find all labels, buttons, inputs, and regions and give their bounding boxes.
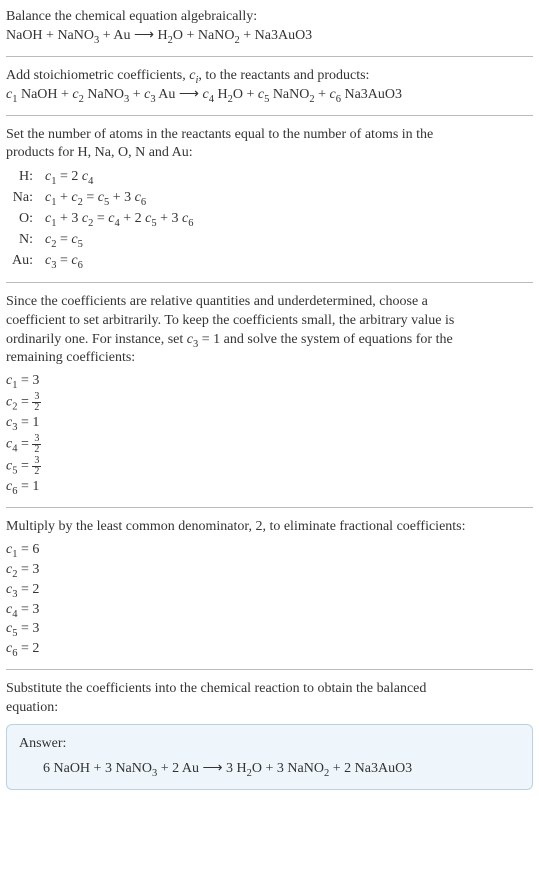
reaction-text: + Au ⟶ H [99, 28, 167, 43]
text: + 2 Na3AuO3 [329, 761, 412, 776]
coef-c6: c6 = 1 [6, 478, 533, 497]
coef-c5: c5 = 32 [6, 456, 533, 477]
text: NaNO [84, 87, 124, 102]
atom-row-au: Au: c3 = c6 [6, 251, 199, 272]
reaction-text: O + NaNO [173, 28, 235, 43]
answer-title: Answer: [19, 735, 520, 754]
coef-c5: c5 = 3 [6, 620, 533, 639]
atom-label: O: [6, 209, 39, 230]
divider [6, 669, 533, 670]
text: ordinarily one. For instance, set c3 = 1… [6, 331, 533, 350]
multiply-section: Multiply by the least common denominator… [6, 518, 533, 659]
atom-label: Au: [6, 251, 39, 272]
coef-c1: c1 = 6 [6, 541, 533, 560]
atom-eq: c1 = 2 c4 [39, 167, 199, 188]
atoms-section: Set the number of atoms in the reactants… [6, 126, 533, 272]
text: Add stoichiometric coefficients, [6, 68, 189, 83]
text: Au ⟶ [156, 87, 203, 102]
coef-c4: c4 = 32 [6, 434, 533, 455]
text: O + 3 NaNO [252, 761, 324, 776]
text: NaNO [269, 87, 309, 102]
text: 6 NaOH + 3 NaNO [43, 761, 152, 776]
divider [6, 115, 533, 116]
text: + [129, 87, 144, 102]
text: Since the coefficients are relative quan… [6, 293, 533, 312]
atoms-table: H: c1 = 2 c4 Na: c1 + c2 = c5 + 3 c6 O: … [6, 167, 199, 271]
answer-box: Answer: 6 NaOH + 3 NaNO3 + 2 Au ⟶ 3 H2O … [6, 724, 533, 790]
atom-label: N: [6, 230, 39, 251]
divider [6, 507, 533, 508]
intro-section: Balance the chemical equation algebraica… [6, 8, 533, 46]
coef-c6: c6 = 2 [6, 640, 533, 659]
answer-equation: 6 NaOH + 3 NaNO3 + 2 Au ⟶ 3 H2O + 3 NaNO… [19, 760, 520, 779]
coef-c3: c3 = 1 [6, 414, 533, 433]
text: and solve the system of equations for th… [220, 332, 453, 347]
text: + [315, 87, 330, 102]
text: equation: [6, 699, 533, 718]
text: H [214, 87, 228, 102]
text: Multiply by the least common denominator… [6, 518, 533, 537]
subst-section: Substitute the coefficients into the che… [6, 680, 533, 790]
text: Substitute the coefficients into the che… [6, 680, 533, 699]
coef-list: c1 = 6 c2 = 3 c3 = 2 c4 = 3 c5 = 3 c6 = … [6, 541, 533, 659]
text: Na3AuO3 [341, 87, 402, 102]
text: coefficient to set arbitrarily. To keep … [6, 312, 533, 331]
atom-label: Na: [6, 188, 39, 209]
reaction-text: + Na3AuO3 [240, 28, 312, 43]
text: , to the reactants and products: [198, 68, 369, 83]
reaction-text: NaOH + NaNO [6, 28, 94, 43]
stoich-section: Add stoichiometric coefficients, ci, to … [6, 67, 533, 105]
atom-eq: c1 + 3 c2 = c4 + 2 c5 + 3 c6 [39, 209, 199, 230]
atoms-intro2: products for H, Na, O, N and Au: [6, 144, 533, 163]
relative-section: Since the coefficients are relative quan… [6, 293, 533, 497]
atom-row-h: H: c1 = 2 c4 [6, 167, 199, 188]
atom-eq: c1 + c2 = c5 + 3 c6 [39, 188, 199, 209]
intro-reaction: NaOH + NaNO3 + Au ⟶ H2O + NaNO2 + Na3AuO… [6, 27, 533, 46]
coef-c4: c4 = 3 [6, 601, 533, 620]
coef-c2: c2 = 3 [6, 561, 533, 580]
atom-label: H: [6, 167, 39, 188]
text: NaOH + [17, 87, 72, 102]
divider [6, 56, 533, 57]
stoich-intro: Add stoichiometric coefficients, ci, to … [6, 67, 533, 86]
atom-row-na: Na: c1 + c2 = c5 + 3 c6 [6, 188, 199, 209]
atom-row-n: N: c2 = c5 [6, 230, 199, 251]
atoms-intro1: Set the number of atoms in the reactants… [6, 126, 533, 145]
text: remaining coefficients: [6, 349, 533, 368]
divider [6, 282, 533, 283]
text: ordinarily one. For instance, set [6, 332, 187, 347]
atom-eq: c2 = c5 [39, 230, 199, 251]
stoich-equation: c1 NaOH + c2 NaNO3 + c3 Au ⟶ c4 H2O + c5… [6, 86, 533, 105]
text: + 2 Au ⟶ 3 H [157, 761, 246, 776]
coef-list: c1 = 3 c2 = 32 c3 = 1 c4 = 32 c5 = 32 c6… [6, 372, 533, 497]
coef-c3: c3 = 2 [6, 581, 533, 600]
atom-row-o: O: c1 + 3 c2 = c4 + 2 c5 + 3 c6 [6, 209, 199, 230]
coef-c1: c1 = 3 [6, 372, 533, 391]
text: O + [233, 87, 258, 102]
intro-line1: Balance the chemical equation algebraica… [6, 8, 533, 27]
coef-c2: c2 = 32 [6, 392, 533, 413]
atom-eq: c3 = c6 [39, 251, 199, 272]
